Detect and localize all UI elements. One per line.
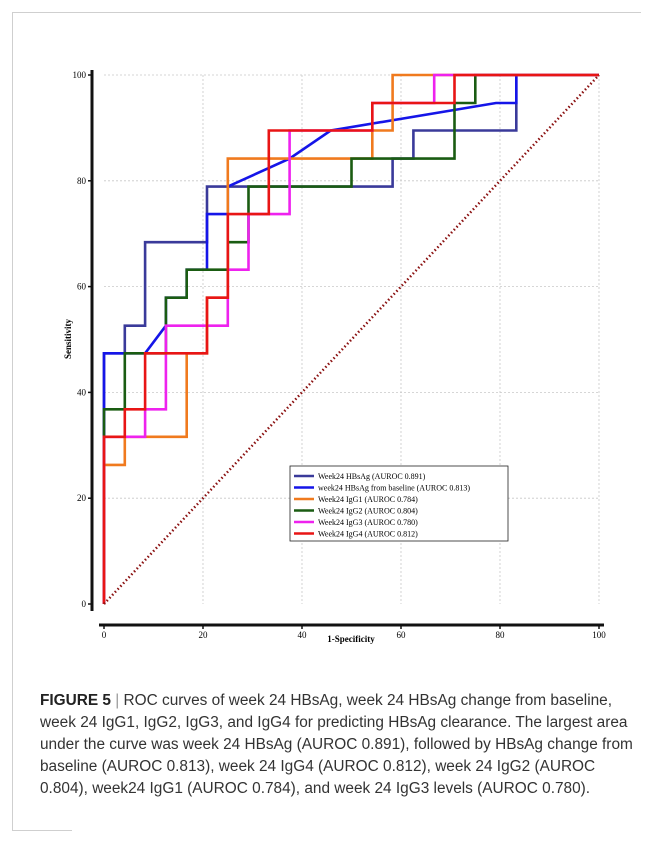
axes: 0 20 40 60 80 100 0 20 40 60 80 100	[73, 70, 606, 640]
y-tick-label: 0	[82, 599, 87, 609]
x-tick-label: 60	[397, 630, 407, 640]
y-tick-label: 20	[77, 493, 87, 503]
y-axis-label: Sensitivity	[63, 319, 73, 360]
figure-frame-bottom-rule	[12, 830, 72, 831]
x-tick-label: 100	[592, 630, 606, 640]
x-tick-label: 0	[102, 630, 107, 640]
caption-separator: |	[115, 692, 120, 709]
legend-label: week24 HBsAg from baseline (AUROC 0.813)	[318, 484, 470, 493]
legend-box	[289, 465, 509, 542]
caption-label: FIGURE 5	[40, 692, 111, 709]
reference-diagonal-line	[103, 74, 600, 605]
series-line-6	[102, 73, 599, 604]
x-tick-label: 40	[298, 630, 308, 640]
legend-label: Week24 HBsAg (AUROC 0.891)	[318, 472, 426, 481]
figure-frame	[12, 12, 641, 830]
legend-label: Week24 IgG2 (AUROC 0.804)	[318, 507, 418, 516]
y-tick-label: 80	[77, 176, 87, 186]
y-tick-label: 40	[77, 387, 87, 397]
legend: Week24 HBsAg (AUROC 0.891) week24 HBsAg f…	[289, 465, 509, 542]
legend-label: Week24 IgG4 (AUROC 0.812)	[318, 530, 418, 539]
x-axis-label: 1-Specificity	[327, 634, 375, 644]
legend-label: Week24 IgG1 (AUROC 0.784)	[318, 495, 418, 504]
y-tick-label: 100	[73, 70, 87, 80]
figure-caption: FIGURE 5 | ROC curves of week 24 HBsAg, …	[40, 690, 640, 800]
roc-chart: 0 20 40 60 80 100 0 20 40 60 80 100 Week24 HBsAg (A…	[63, 70, 606, 644]
legend-label: Week24 IgG3 (AUROC 0.780)	[318, 518, 418, 527]
caption-text: ROC curves of week 24 HBsAg, week 24 HBs…	[40, 692, 633, 797]
series-line-2	[102, 75, 518, 604]
y-tick-label: 60	[77, 282, 87, 292]
series-group	[102, 73, 600, 605]
x-tick-label: 80	[496, 630, 506, 640]
x-tick-label: 20	[199, 630, 209, 640]
